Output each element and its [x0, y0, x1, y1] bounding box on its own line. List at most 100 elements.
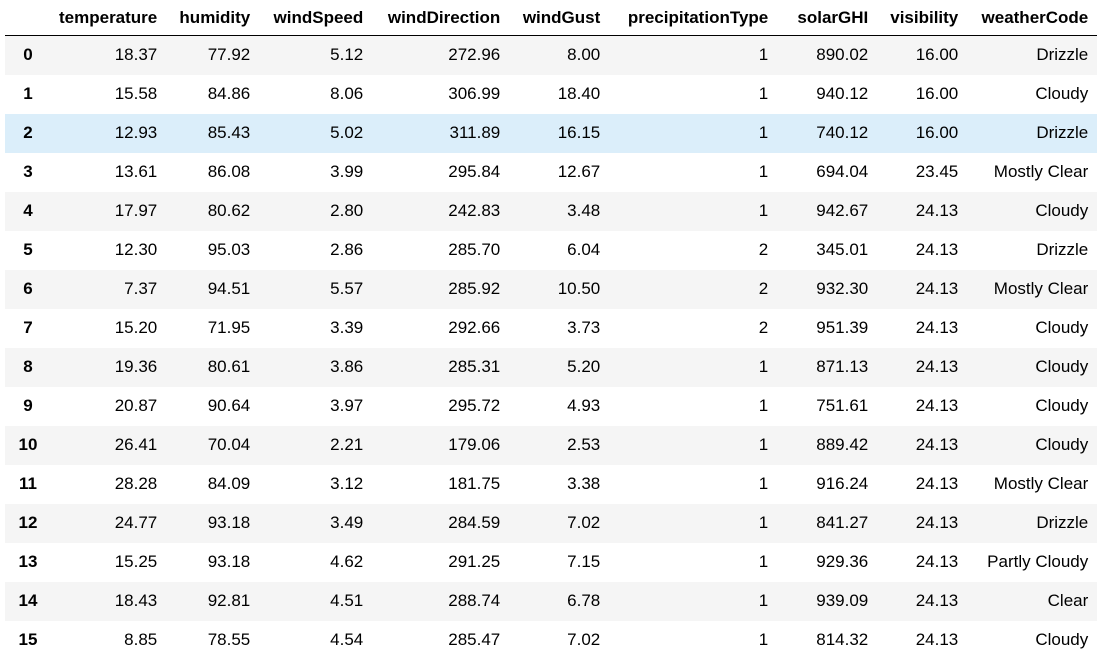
cell-windSpeed: 3.39	[330, 318, 364, 337]
cell-solarGHI: 841.27	[816, 513, 869, 532]
cell-solarGHI: 890.02	[816, 45, 869, 65]
cell-precipitationType: 2	[758, 318, 769, 337]
cell-visibility: 24.13	[915, 396, 959, 415]
cell-solarGHI: 951.39	[816, 318, 869, 337]
cell-windSpeed: 3.97	[330, 396, 364, 415]
cell-precipitationType: 1	[758, 84, 769, 103]
cell-temperature: 13.61	[114, 162, 158, 181]
cell-windDirection: 242.83	[448, 201, 501, 220]
cell-windGust: 6.04	[567, 240, 601, 259]
cell-windSpeed: 3.49	[330, 513, 364, 532]
cell-windGust: 7.02	[567, 513, 601, 532]
cell-temperature: 15.25	[114, 552, 158, 571]
cell-weatherCode: Cloudy	[1035, 84, 1089, 103]
cell-windGust: 5.20	[567, 357, 601, 376]
cell-humidity: 70.04	[207, 435, 251, 454]
table-row[interactable]: 3 13.61 86.08 3.99 295.84 12.67 1 694.04 23.45 Mo…	[5, 153, 1097, 192]
index-header	[5, 0, 51, 36]
cell-solarGHI: 889.42	[816, 435, 869, 454]
cell-windDirection: 179.06	[448, 435, 501, 454]
cell-humidity: 77.92	[207, 45, 251, 65]
cell-visibility: 24.13	[915, 279, 959, 298]
cell-visibility: 24.13	[915, 240, 959, 259]
cell-precipitationType: 2	[758, 240, 769, 259]
cell-humidity: 93.18	[207, 552, 251, 571]
column-header-windSpeed[interactable]: windSpeed	[259, 0, 373, 36]
cell-humidity: 90.64	[207, 396, 251, 415]
cell-windDirection: 285.70	[448, 240, 501, 259]
cell-windDirection: 288.74	[448, 591, 501, 610]
cell-windGust: 18.40	[557, 84, 601, 103]
table-row[interactable]: 7 15.20 71.95 3.39 292.66 3.73 2 951.39 24.13 Clo…	[5, 309, 1097, 348]
cell-windGust: 6.78	[567, 591, 601, 610]
cell-windSpeed: 2.80	[330, 201, 364, 220]
column-header-weatherCode[interactable]: weatherCode	[967, 0, 1098, 36]
header-row: temperature humidity windSpeed windDirectio…	[5, 0, 1098, 36]
table-row[interactable]: 13 15.25 93.18 4.62 291.25 7.15 1 929.36 24.13 Pa…	[5, 543, 1097, 582]
cell-weatherCode: Partly Cloudy	[987, 552, 1089, 571]
cell-humidity: 85.43	[207, 123, 251, 142]
table-row[interactable]: 0 18.37 77.92 5.12 272.96 8.00 1 890.02 16.00 Dri…	[5, 35, 1098, 75]
cell-windDirection: 285.92	[448, 279, 501, 298]
cell-windDirection: 272.96	[448, 45, 501, 65]
table-row[interactable]: 2 12.93 85.43 5.02 311.89 16.15 1 740.12 16.00 Dr…	[5, 113, 1098, 153]
cell-visibility: 16.00	[915, 84, 959, 103]
cell-windGust: 7.15	[567, 552, 601, 571]
table-row[interactable]: 15 8.85 78.55 4.54 285.47 7.02 1 814.32 24.13 Clo…	[5, 621, 1097, 660]
table-row[interactable]: 1 15.58 84.86 8.06 306.99 18.40 1 940.12 16.00 Cl…	[5, 75, 1097, 114]
cell-temperature: 18.43	[114, 591, 158, 610]
dataframe-table: temperature humidity windSpeed windDirectio…	[5, 0, 1098, 660]
table-row[interactable]: 12 24.77 93.18 3.49 284.59 7.02 1 841.27 24.13 Dr…	[5, 503, 1098, 543]
cell-solarGHI: 694.04	[816, 162, 869, 181]
cell-weatherCode: Mostly Clear	[993, 474, 1089, 493]
column-header-windDirection[interactable]: windDirection	[372, 0, 510, 36]
table-row[interactable]: 5 12.30 95.03 2.86 285.70 6.04 2 345.01 24.13 Dri…	[5, 231, 1097, 270]
column-header-windGust[interactable]: windGust	[509, 0, 610, 36]
cell-weatherCode: Cloudy	[1035, 318, 1089, 337]
column-header-temperature[interactable]: temperature	[51, 0, 167, 36]
cell-windDirection: 311.89	[449, 123, 501, 142]
column-header-solarGHI[interactable]: solarGHI	[777, 0, 878, 36]
cell-weatherCode: Cloudy	[1035, 201, 1089, 220]
cell-visibility: 24.13	[915, 201, 959, 220]
cell-windDirection: 306.99	[448, 84, 501, 103]
cell-windSpeed: 2.86	[330, 240, 364, 259]
cell-precipitationType: 1	[758, 396, 769, 415]
cell-solarGHI: 940.12	[816, 84, 869, 103]
cell-visibility: 24.13	[915, 318, 959, 337]
cell-weatherCode: Cloudy	[1035, 396, 1089, 415]
cell-windSpeed: 4.62	[330, 552, 364, 571]
table-row[interactable]: 14 18.43 92.81 4.51 288.74 6.78 1 939.09 24.13 Cl…	[5, 581, 1098, 621]
column-header-humidity[interactable]: humidity	[166, 0, 260, 36]
cell-windDirection: 284.59	[448, 513, 501, 532]
cell-windSpeed: 3.86	[330, 357, 364, 376]
row-index: 9	[23, 396, 33, 415]
cell-precipitationType: 1	[758, 123, 769, 142]
cell-solarGHI: 939.09	[816, 591, 869, 610]
cell-weatherCode: Mostly Clear	[993, 279, 1089, 298]
cell-precipitationType: 1	[758, 162, 769, 181]
cell-weatherCode: Drizzle	[1036, 513, 1089, 532]
column-header-visibility[interactable]: visibility	[877, 0, 968, 36]
cell-weatherCode: Drizzle	[1036, 240, 1089, 259]
table-row[interactable]: 10 26.41 70.04 2.21 179.06 2.53 1 889.42 24.13 Cl…	[5, 425, 1098, 465]
cell-solarGHI: 751.61	[816, 396, 869, 415]
table-row[interactable]: 4 17.97 80.62 2.80 242.83 3.48 1 942.67 24.13 Clo…	[5, 191, 1098, 231]
row-index: 0	[23, 45, 33, 65]
cell-solarGHI: 814.32	[816, 630, 869, 649]
cell-solarGHI: 916.24	[816, 474, 869, 493]
cell-solarGHI: 932.30	[816, 279, 869, 298]
cell-temperature: 19.36	[114, 357, 158, 376]
table-row[interactable]: 8 19.36 80.61 3.86 285.31 5.20 1 871.13 24.13 Clo…	[5, 347, 1098, 387]
table-row[interactable]: 11 28.28 84.09 3.12 181.75 3.38 1 916.24 24.13 Mo…	[5, 465, 1097, 504]
column-header-precipitationType[interactable]: precipitationType	[609, 0, 778, 36]
cell-precipitationType: 2	[758, 279, 769, 298]
cell-windGust: 8.00	[567, 45, 601, 65]
row-index: 5	[23, 240, 33, 259]
cell-windDirection: 292.66	[448, 318, 501, 337]
cell-windDirection: 291.25	[448, 552, 501, 571]
row-index: 2	[23, 123, 33, 142]
cell-temperature: 15.58	[114, 84, 158, 103]
table-row[interactable]: 6 7.37 94.51 5.57 285.92 10.50 2 932.30 24.13 Mos…	[5, 269, 1098, 309]
table-row[interactable]: 9 20.87 90.64 3.97 295.72 4.93 1 751.61 24.13 Clo…	[5, 387, 1097, 426]
